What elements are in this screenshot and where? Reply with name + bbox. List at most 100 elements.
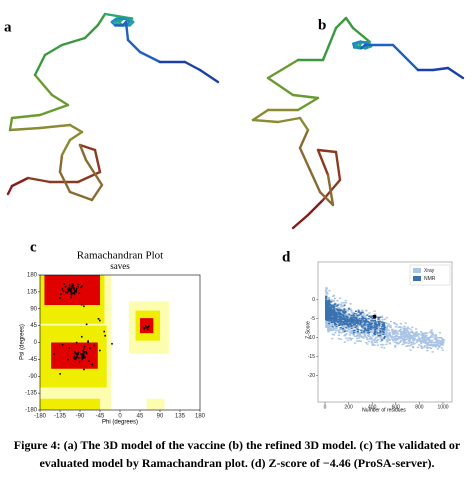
residue-dot: [73, 286, 75, 289]
xray-point: [351, 325, 354, 328]
nmr-point: [353, 312, 356, 315]
xray-point: [332, 299, 336, 302]
xray-point: [327, 329, 330, 331]
xray-point: [394, 335, 397, 338]
xray-point: [373, 339, 376, 342]
nmr-point: [374, 326, 377, 329]
xray-point: [336, 329, 340, 332]
xray-point: [357, 340, 360, 342]
nmr-point: [368, 315, 371, 318]
xray-point: [386, 329, 389, 331]
y-tick-label: -135: [25, 391, 38, 397]
xray-point: [404, 332, 407, 334]
nmr-point: [332, 313, 335, 315]
nmr-point: [360, 329, 363, 331]
nmr-point: [360, 311, 363, 314]
nmr-point: [353, 320, 356, 322]
y-tick-label: 0: [34, 340, 38, 346]
nmr-point: [357, 314, 360, 316]
nmr-point: [343, 309, 346, 311]
xray-point: [405, 329, 408, 331]
xray-point: [420, 345, 423, 347]
nmr-point: [339, 315, 342, 318]
xray-point: [375, 340, 379, 342]
xray-point: [418, 344, 421, 346]
nmr-point: [331, 309, 334, 311]
residue-dot: [73, 357, 75, 359]
xray-point: [413, 337, 416, 340]
nmr-point: [379, 328, 382, 330]
xray-point: [413, 335, 417, 338]
nmr-point: [341, 311, 344, 313]
nmr-point: [379, 316, 382, 319]
nmr-point: [332, 317, 335, 320]
nmr-point: [366, 321, 369, 323]
xray-point: [441, 349, 444, 351]
nmr-point: [368, 326, 371, 328]
panel-label: c: [30, 239, 37, 255]
residue-dot: [80, 335, 83, 338]
nmr-point: [350, 325, 353, 327]
residue-dot: [87, 341, 89, 343]
nmr-point: [359, 312, 362, 314]
xray-point: [338, 307, 341, 309]
xray-point: [356, 334, 359, 337]
xray-point: [390, 336, 393, 338]
xray-point: [403, 339, 406, 341]
nmr-point: [333, 308, 336, 311]
xray-point: [436, 342, 440, 344]
xray-point: [368, 312, 371, 314]
xray-point: [361, 324, 364, 326]
residue-dot: [63, 283, 66, 285]
xray-point: [369, 319, 372, 321]
residue-dot: [80, 353, 82, 355]
nmr-point: [327, 311, 330, 313]
residue-dot: [77, 283, 79, 286]
xray-point: [329, 323, 333, 325]
xray-point: [392, 332, 395, 335]
xray-point: [407, 342, 410, 345]
xray-point: [412, 341, 415, 344]
region: [140, 318, 154, 334]
nmr-point: [370, 328, 373, 330]
ribbon: [60, 138, 72, 157]
residue-dot: [64, 291, 67, 294]
nmr-point: [367, 329, 370, 332]
xray-point: [362, 315, 365, 318]
residue-dot: [97, 318, 100, 320]
residue-dot: [148, 325, 150, 328]
xray-point: [364, 330, 368, 333]
xray-point: [436, 348, 439, 350]
nmr-point: [364, 328, 367, 331]
nmr-point: [378, 324, 381, 326]
nmr-point: [325, 315, 328, 318]
nmr-point: [355, 317, 358, 319]
nmr-point: [370, 320, 373, 322]
residue-dot: [81, 356, 84, 359]
nmr-point: [383, 325, 386, 328]
residue-dot: [62, 290, 65, 293]
xray-point: [348, 317, 351, 319]
xray-point: [441, 344, 445, 346]
residue-dot: [71, 282, 74, 285]
xray-point: [346, 309, 349, 312]
nmr-point: [332, 316, 335, 318]
xray-point: [384, 328, 388, 330]
xray-point: [404, 336, 407, 338]
xray-point: [414, 334, 417, 337]
residue-dot: [72, 284, 75, 287]
xray-point: [385, 326, 388, 328]
nmr-point: [326, 304, 329, 306]
xray-point: [385, 334, 388, 337]
nmr-point: [357, 310, 360, 312]
nmr-point: [362, 330, 365, 333]
nmr-point: [334, 314, 337, 316]
nmr-point: [370, 322, 373, 324]
xray-point: [416, 333, 419, 336]
xray-point: [419, 337, 422, 340]
nmr-point: [336, 317, 339, 319]
xray-point: [359, 335, 363, 337]
nmr-point: [327, 302, 330, 305]
xray-point: [364, 317, 367, 319]
xray-point: [380, 343, 383, 346]
